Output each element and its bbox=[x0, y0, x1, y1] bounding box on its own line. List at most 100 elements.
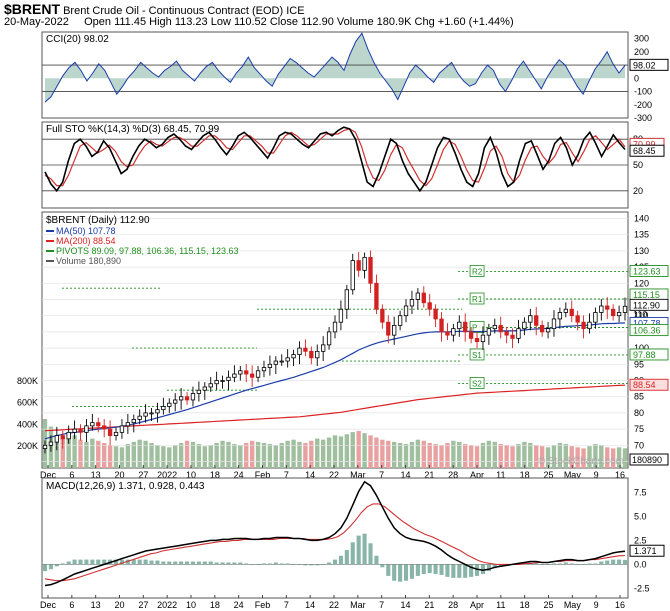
candle-body bbox=[178, 396, 184, 401]
candle-body bbox=[42, 444, 48, 449]
macd-x-label: 13 bbox=[91, 600, 101, 610]
candle-body bbox=[167, 402, 172, 407]
volume-bar bbox=[581, 448, 586, 468]
candle-body bbox=[173, 399, 178, 404]
macd-histogram-bar bbox=[303, 564, 308, 566]
volume-bar bbox=[84, 441, 89, 468]
macd-histogram-bar bbox=[66, 561, 71, 565]
volume-bar bbox=[255, 441, 261, 468]
candle-body bbox=[244, 370, 249, 375]
volume-bar bbox=[362, 433, 367, 468]
candle-body bbox=[303, 347, 308, 352]
macd-histogram-bar bbox=[214, 562, 219, 565]
candle-body bbox=[539, 325, 545, 333]
cci-current-label: 98.02 bbox=[633, 60, 656, 70]
macd-histogram-bar bbox=[285, 563, 290, 565]
volume-bar bbox=[161, 446, 166, 468]
candle-body bbox=[534, 315, 539, 326]
legend-entry: Volume 180,890 bbox=[56, 256, 121, 266]
volume-bar bbox=[545, 447, 551, 468]
volume-bar bbox=[96, 440, 101, 468]
macd-histogram-bar bbox=[445, 564, 450, 577]
description-label: Brent Crude Oil - Continuous Contract (E… bbox=[63, 5, 284, 17]
price-x-label: 25 bbox=[543, 470, 553, 480]
volume-bar bbox=[190, 441, 196, 468]
sto-tick-label: 68.45 bbox=[633, 146, 656, 156]
volume-bar bbox=[208, 445, 213, 468]
volume-bar bbox=[374, 437, 379, 468]
volume-bar bbox=[563, 444, 569, 468]
macd-histogram-bar bbox=[415, 564, 420, 576]
macd-histogram-bar bbox=[131, 559, 136, 565]
macd-x-label: 7 bbox=[284, 600, 289, 610]
candle-body bbox=[202, 386, 207, 391]
volume-bar bbox=[397, 442, 403, 468]
macd-histogram-bar bbox=[421, 564, 426, 574]
price-x-label: 14 bbox=[400, 470, 410, 480]
macd-histogram-bar bbox=[232, 562, 237, 565]
price-x-label: 28 bbox=[448, 470, 458, 480]
price-x-label: 7 bbox=[379, 470, 384, 480]
macd-histogram-bar bbox=[261, 563, 267, 565]
cci-tick-label: -300 bbox=[634, 113, 652, 123]
candle-body bbox=[184, 396, 190, 401]
macd-x-label: 25 bbox=[543, 600, 553, 610]
candle-body bbox=[90, 422, 95, 427]
volume-bar bbox=[244, 442, 249, 468]
volume-bar bbox=[303, 442, 308, 468]
macd-histogram-bar bbox=[90, 559, 95, 565]
macd-x-label: 18 bbox=[520, 600, 530, 610]
volume-bar bbox=[226, 441, 231, 468]
symbol-label: $BRENT bbox=[4, 1, 61, 17]
volume-bar bbox=[249, 440, 255, 468]
macd-histogram-bar bbox=[291, 564, 296, 565]
macd-histogram-bar bbox=[273, 562, 278, 565]
candle-body bbox=[190, 393, 196, 401]
volume-bar bbox=[610, 448, 616, 468]
volume-bar bbox=[368, 435, 373, 468]
macd-histogram-bar bbox=[113, 559, 119, 565]
ma50-line bbox=[44, 322, 626, 440]
volume-bar bbox=[273, 445, 279, 468]
price-right-box bbox=[629, 265, 669, 277]
volume-bar bbox=[279, 442, 284, 468]
macd-histogram-bar bbox=[344, 550, 349, 565]
price-x-label: 9 bbox=[594, 470, 599, 480]
volume-bar bbox=[474, 446, 480, 468]
volume-bar bbox=[178, 442, 184, 468]
volume-bar bbox=[403, 444, 409, 468]
volume-tick-label: 800K bbox=[17, 376, 38, 386]
price-tick-label: 70 bbox=[634, 440, 644, 450]
macd-histogram-bar bbox=[463, 564, 468, 578]
volume-tick-label: 600K bbox=[17, 398, 38, 408]
volume-bar bbox=[480, 442, 486, 468]
candle-body bbox=[297, 347, 302, 355]
candle-body bbox=[249, 373, 255, 378]
macd-histogram-bar bbox=[611, 559, 616, 565]
candle-body bbox=[557, 312, 563, 320]
volume-bar bbox=[534, 445, 539, 468]
macd-histogram-bar bbox=[256, 564, 261, 565]
candle-body bbox=[238, 370, 243, 375]
volume-bar bbox=[261, 442, 267, 468]
macd-histogram-bar bbox=[48, 564, 53, 570]
macd-histogram-bar bbox=[546, 564, 551, 565]
macd-histogram-bar bbox=[161, 561, 166, 565]
candle-body bbox=[498, 325, 503, 333]
candle-body bbox=[611, 308, 616, 317]
price-tick-label: 75 bbox=[634, 424, 644, 434]
macd-x-label: 14 bbox=[305, 600, 315, 610]
price-right-label: 123.63 bbox=[633, 267, 661, 277]
price-tick-label: 120 bbox=[634, 278, 649, 288]
price-x-label: 24 bbox=[234, 470, 244, 480]
macd-current-box bbox=[629, 544, 665, 557]
macd-histogram-bar bbox=[125, 559, 130, 565]
macd-histogram-bar bbox=[78, 559, 83, 565]
candle-body bbox=[516, 328, 521, 339]
macd-histogram-bar bbox=[433, 564, 438, 574]
candle-body bbox=[528, 315, 533, 323]
volume-bar bbox=[380, 439, 385, 468]
volume-bar bbox=[622, 448, 628, 468]
volume-bar bbox=[320, 439, 326, 468]
price-tick-label: 85 bbox=[634, 392, 644, 402]
